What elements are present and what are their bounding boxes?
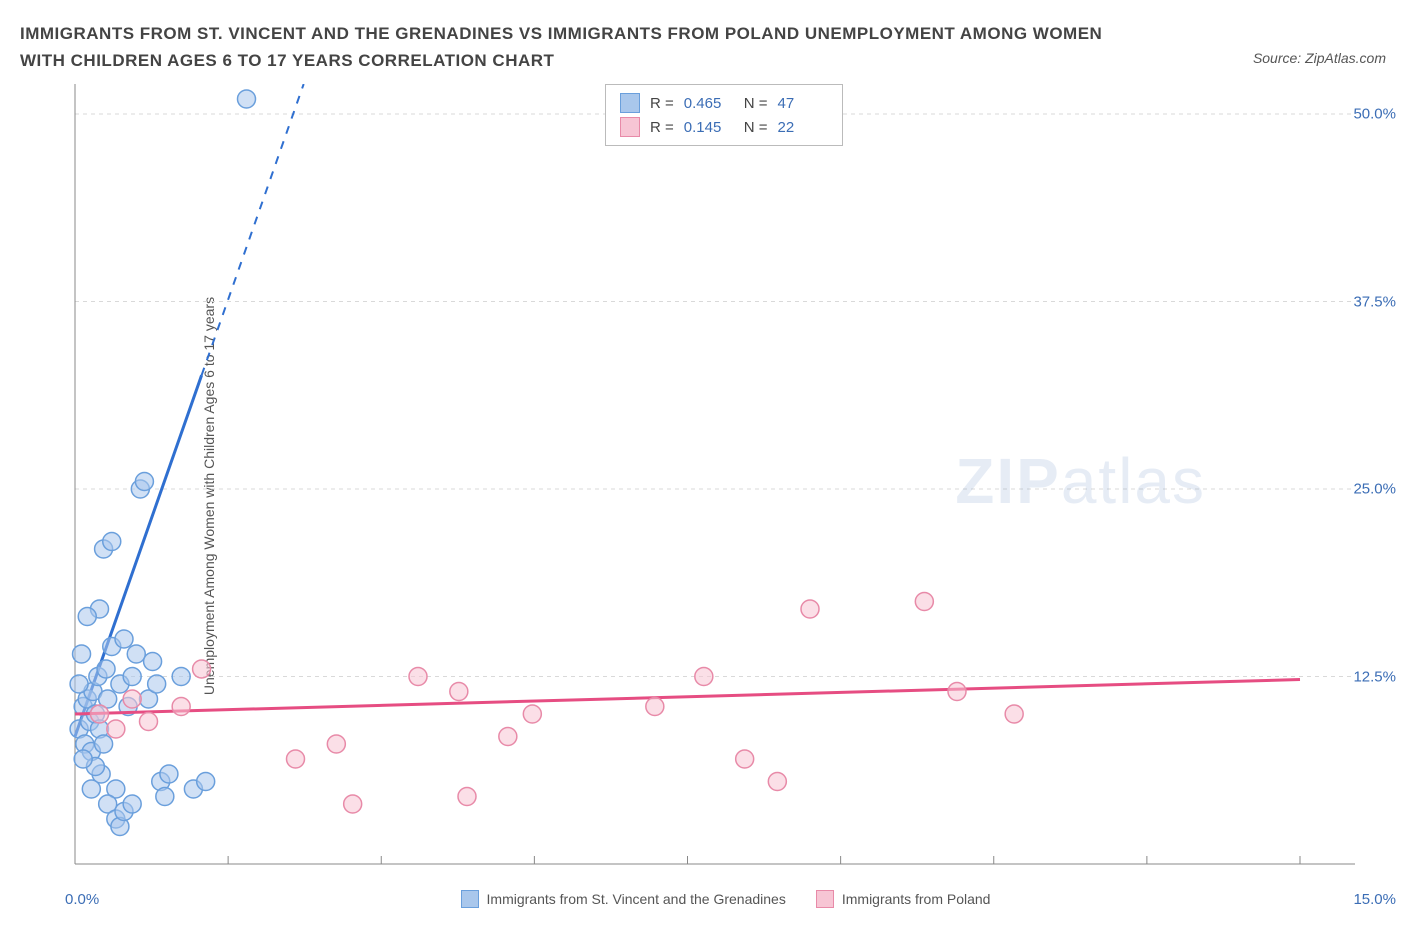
legend-label-b: Immigrants from Poland xyxy=(842,891,991,907)
legend-label-a: Immigrants from St. Vincent and the Gren… xyxy=(487,891,786,907)
y-tick: 50.0% xyxy=(1353,106,1396,123)
chart-title: IMMIGRANTS FROM ST. VINCENT AND THE GREN… xyxy=(20,20,1120,74)
x-tick-max: 15.0% xyxy=(1353,891,1396,908)
swatch-series-b xyxy=(816,890,834,908)
correlation-box: R = 0.465 N = 47 R = 0.145 N = 22 xyxy=(605,84,843,146)
chart-area: Unemployment Among Women with Children A… xyxy=(20,84,1386,908)
corr-row-series-b: R = 0.145 N = 22 xyxy=(620,115,828,139)
y-tick: 25.0% xyxy=(1353,481,1396,498)
legend: Immigrants from St. Vincent and the Gren… xyxy=(65,890,1386,908)
legend-item-a: Immigrants from St. Vincent and the Gren… xyxy=(461,890,786,908)
plot-container: ZIPatlas R = 0.465 N = 47 R = 0.145 N = … xyxy=(65,84,1386,884)
swatch-series-a xyxy=(461,890,479,908)
header: IMMIGRANTS FROM ST. VINCENT AND THE GREN… xyxy=(20,20,1386,74)
x-tick-min: 0.0% xyxy=(65,891,99,908)
legend-item-b: Immigrants from Poland xyxy=(816,890,991,908)
source-label: Source: ZipAtlas.com xyxy=(1253,50,1386,66)
scatter-plot xyxy=(65,84,1365,874)
corr-row-series-a: R = 0.465 N = 47 xyxy=(620,91,828,115)
y-tick: 12.5% xyxy=(1353,668,1396,685)
swatch-series-a xyxy=(620,93,640,113)
y-tick: 37.5% xyxy=(1353,293,1396,310)
swatch-series-b xyxy=(620,117,640,137)
